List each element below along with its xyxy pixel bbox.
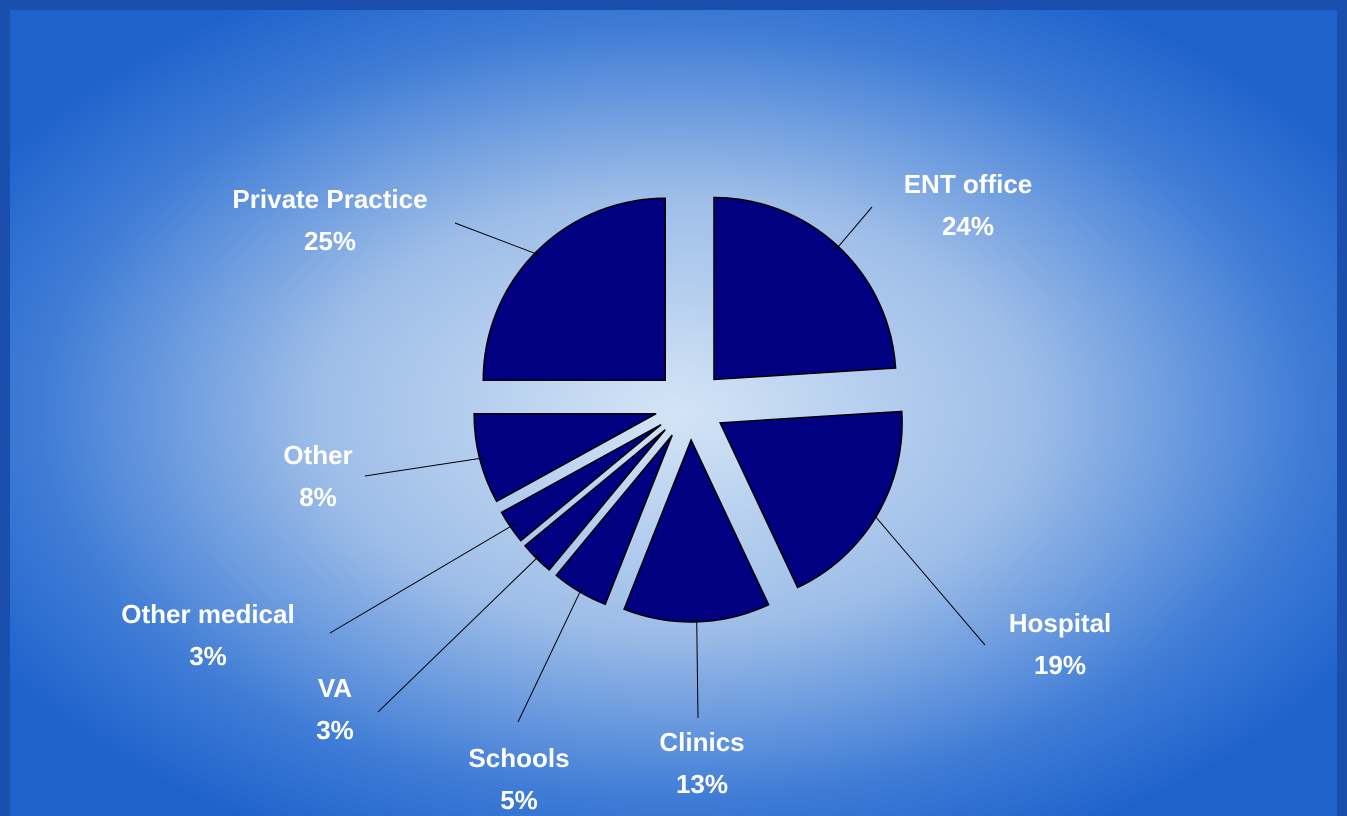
slice-value-label: 3% [316, 715, 354, 745]
slice-value-label: 8% [299, 482, 337, 512]
background [10, 10, 1337, 816]
leader-line [377, 554, 541, 713]
slice-label: Schools [468, 743, 569, 773]
slice-label: Clinics [659, 727, 744, 757]
leader-line [364, 457, 486, 477]
pie-slice [718, 410, 903, 589]
slice-label: Private Practice [232, 184, 427, 214]
slice-value-label: 3% [189, 641, 227, 671]
slice-label: Hospital [1009, 608, 1112, 638]
leader-line [696, 616, 699, 719]
slice-value-label: 13% [676, 769, 728, 799]
slice-value-label: 24% [942, 211, 994, 241]
slice-value-label: 25% [304, 226, 356, 256]
pie-slice [473, 412, 657, 503]
slice-label: Other medical [121, 599, 294, 629]
leader-line [871, 512, 986, 646]
slice-value-label: 19% [1034, 650, 1086, 680]
pie-slice [482, 197, 667, 382]
slice-label: Other [283, 440, 352, 470]
leader-line [454, 222, 541, 256]
slice-value-label: 5% [500, 785, 538, 815]
leader-line [834, 206, 873, 252]
slice-label: VA [318, 673, 352, 703]
leader-line [329, 523, 516, 634]
slice-label: ENT office [904, 169, 1033, 199]
leader-line [517, 586, 583, 723]
